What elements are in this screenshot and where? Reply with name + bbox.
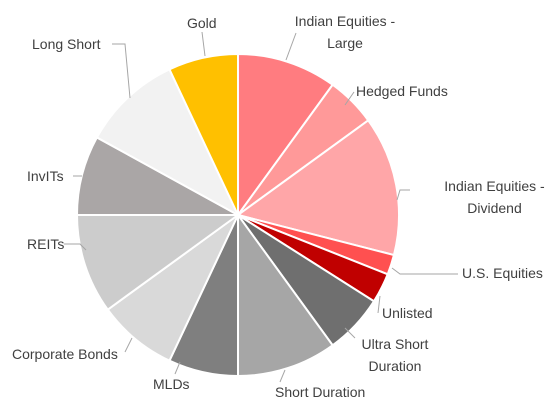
slice-label: REITs <box>27 236 65 252</box>
slice-label: Indian Equities - Large <box>294 13 396 51</box>
slice-label: Gold <box>187 15 217 31</box>
pie-slice <box>235 118 400 257</box>
pie-slice <box>75 214 242 312</box>
slice-label: Short Duration <box>275 384 366 400</box>
slice-label: MLDs <box>153 376 190 392</box>
leader-line <box>396 189 410 201</box>
leader-line <box>174 361 181 375</box>
leader-line <box>285 32 297 61</box>
slice-label: Hedged Funds <box>356 83 448 99</box>
slice-label: Long Short <box>32 36 101 52</box>
leader-line <box>344 327 356 339</box>
slice-label: U.S. Equities <box>462 265 543 281</box>
slice-label: InvITs <box>27 168 64 184</box>
slice-label: Unlisted <box>382 305 433 321</box>
leader-line <box>124 337 133 353</box>
pie-slice <box>95 67 241 218</box>
leader-line <box>344 91 355 106</box>
leader-line <box>279 369 286 383</box>
leader-line <box>377 295 381 314</box>
pie-slice <box>168 52 239 216</box>
leader-line <box>391 267 458 275</box>
pie-slice <box>237 211 335 378</box>
pie-slice <box>237 52 335 219</box>
slice-label: Ultra Short Duration <box>361 336 429 374</box>
leader-line <box>201 31 206 57</box>
leader-line <box>64 243 87 251</box>
slice-label: Corporate Bonds <box>12 346 118 362</box>
slice-label: Indian Equities - Dividend <box>444 178 545 216</box>
leader-line <box>112 43 131 99</box>
